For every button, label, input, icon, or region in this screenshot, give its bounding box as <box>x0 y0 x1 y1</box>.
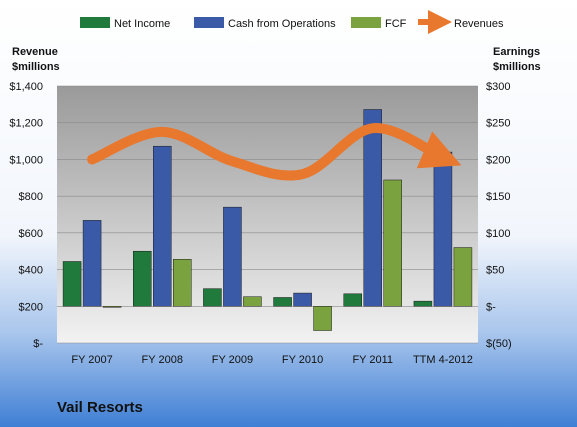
bar-fcf-ttm-4-2012 <box>453 247 473 307</box>
right-axis-ticks: $(50) $- $50 $100 $150 $200 $250 $300 <box>486 81 512 350</box>
bar-fcf-fy-2008 <box>173 259 192 307</box>
legend: Net Income Cash from Operations FCF Reve… <box>80 10 504 34</box>
bar-net-income-fy-2010 <box>273 297 292 307</box>
legend-swatch-net-income <box>80 17 110 28</box>
x-tick-label: FY 2009 <box>212 354 253 366</box>
legend-label-fcf: FCF <box>385 18 407 30</box>
right-tick-label: $50 <box>486 265 504 277</box>
x-tick-label: FY 2010 <box>282 354 323 366</box>
left-axis-title-line2: $millions <box>12 61 60 73</box>
right-tick-label: $(50) <box>486 338 512 350</box>
bar-net-income-fy-2009 <box>203 288 222 307</box>
right-axis-title-line2: $millions <box>493 61 541 73</box>
bar-net-income-fy-2011 <box>343 293 362 307</box>
left-tick-label: $200 <box>19 301 43 313</box>
left-tick-label: $1,200 <box>9 118 43 130</box>
right-tick-label: $100 <box>486 228 510 240</box>
right-tick-label: $200 <box>486 154 510 166</box>
left-tick-label: $600 <box>19 228 43 240</box>
bar-fcf-fy-2011 <box>383 179 402 307</box>
legend-label-cash-from-operations: Cash from Operations <box>228 18 336 30</box>
bar-cash-from-operations-fy-2008 <box>153 145 172 307</box>
bar-net-income-fy-2007 <box>62 261 82 307</box>
bar-cash-from-operations-fy-2007 <box>82 220 102 307</box>
left-tick-label: $1,000 <box>9 154 43 166</box>
left-axis-ticks: $- $200 $400 $600 $800 $1,000 $1,200 $1,400 <box>9 81 43 350</box>
bar-cash-from-operations-fy-2010 <box>293 292 312 307</box>
left-axis-title-line1: Revenue <box>12 46 58 58</box>
right-tick-label: $300 <box>486 81 510 93</box>
x-tick-label: FY 2011 <box>352 354 393 366</box>
legend-swatch-cash-from-operations <box>194 17 224 28</box>
bar-fcf-fy-2010 <box>313 306 332 331</box>
left-tick-label: $1,400 <box>9 81 43 93</box>
bar-fcf-fy-2007 <box>102 306 122 308</box>
x-axis-ticks: FY 2007 FY 2008 FY 2009 FY 2010 FY 2011 TTM 4… <box>71 354 472 366</box>
bar-net-income-fy-2008 <box>133 250 152 307</box>
right-tick-label: $- <box>486 301 496 313</box>
left-tick-label: $- <box>33 338 43 350</box>
bars <box>62 109 473 331</box>
line-revenues <box>87 123 462 181</box>
x-tick-label: FY 2008 <box>142 354 183 366</box>
company-name: Vail Resorts <box>57 399 143 416</box>
bar-fcf-fy-2009 <box>243 296 262 307</box>
legend-swatch-fcf <box>351 17 381 28</box>
left-tick-label: $800 <box>19 191 43 203</box>
right-axis-title-line1: Earnings <box>493 46 540 58</box>
legend-label-revenues: Revenues <box>454 18 504 30</box>
right-tick-label: $150 <box>486 191 510 203</box>
left-tick-label: $400 <box>19 265 43 277</box>
plot-area <box>57 86 478 343</box>
legend-label-net-income: Net Income <box>114 18 170 30</box>
right-tick-label: $250 <box>486 118 510 130</box>
x-tick-label: TTM 4-2012 <box>413 354 473 366</box>
revenue-line <box>87 123 462 181</box>
gridlines <box>57 85 478 344</box>
bar-cash-from-operations-fy-2011 <box>363 109 382 307</box>
bar-net-income-ttm-4-2012 <box>413 300 433 307</box>
bar-cash-from-operations-ttm-4-2012 <box>433 151 453 307</box>
x-tick-label: FY 2007 <box>71 354 112 366</box>
bar-cash-from-operations-fy-2009 <box>223 206 242 307</box>
